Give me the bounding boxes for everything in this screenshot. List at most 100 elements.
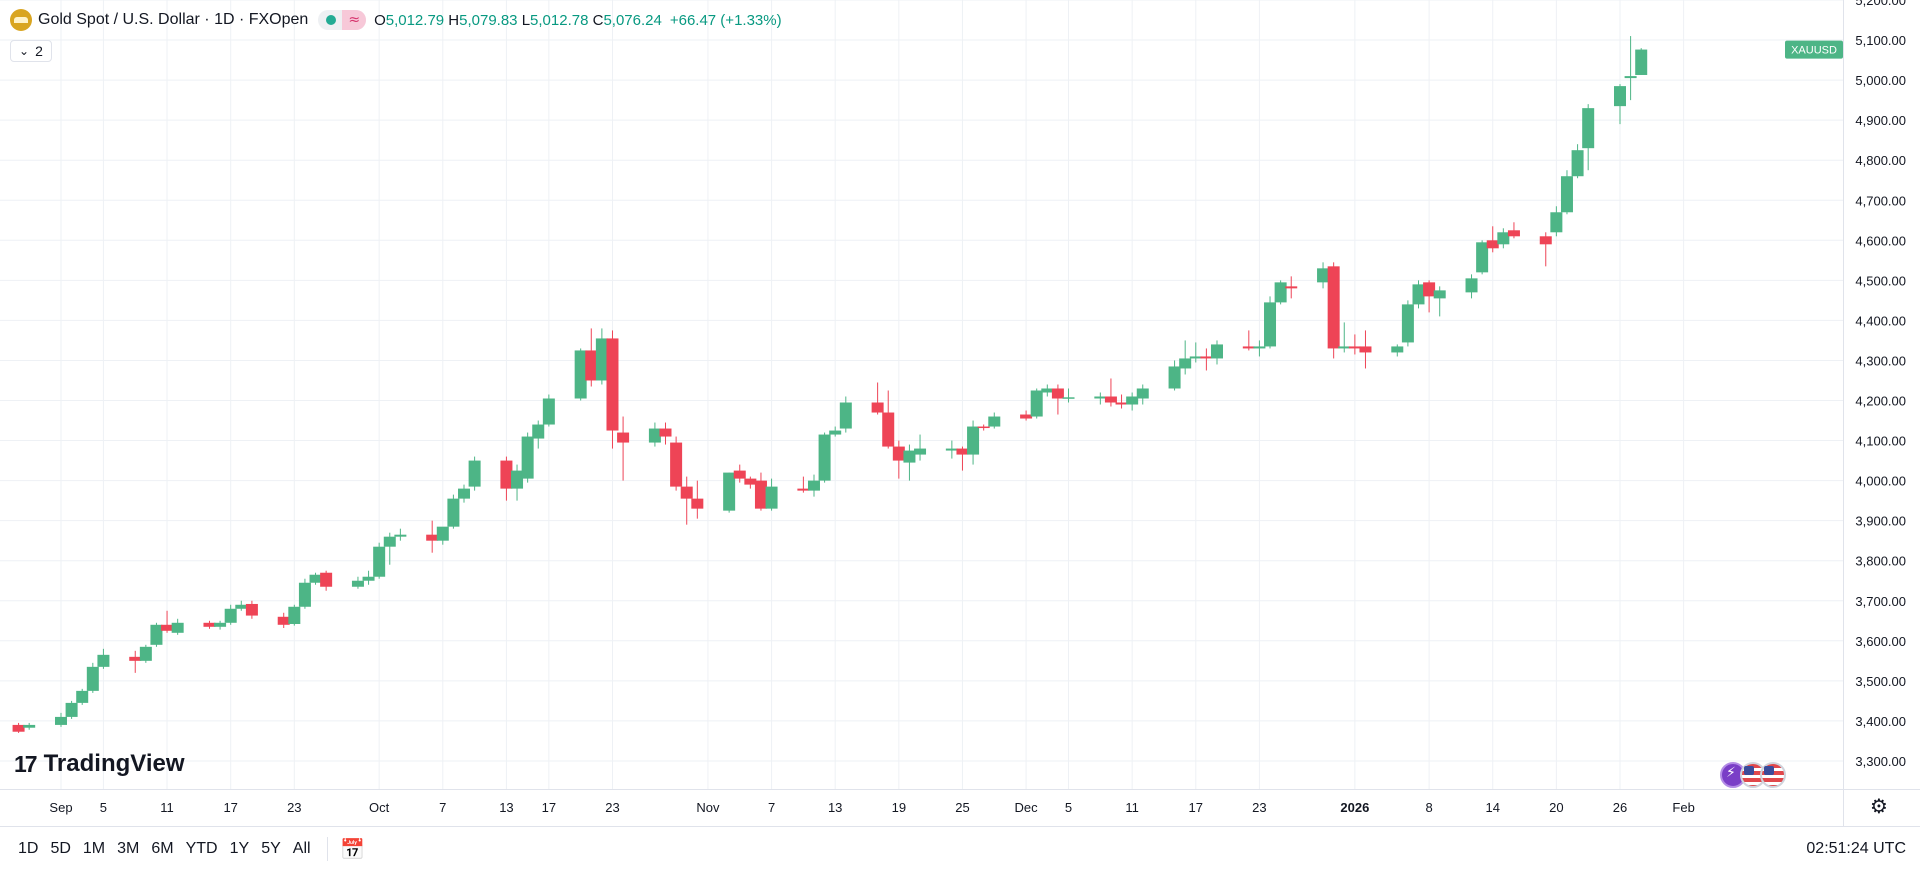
price-chart[interactable]: 3,300.00 3,400.00 3,500.00 3,600.00 3,700.00… (0, 0, 1920, 826)
close-value: 5,076.24 (603, 11, 662, 29)
candle-body (1253, 346, 1266, 349)
wave-icon: ≈ (342, 10, 367, 30)
candle-up (55, 712, 67, 727)
candle-body (1359, 346, 1372, 353)
candle-body (617, 432, 630, 443)
tradingview-watermark[interactable]: 17 TradingView (14, 750, 185, 778)
candle-up (1189, 342, 1202, 363)
candle-up (1433, 286, 1446, 317)
range-button-6m[interactable]: 6M (151, 839, 174, 857)
indicators-toggle-button[interactable]: ⌄ 2 (10, 40, 52, 62)
candle-body (436, 526, 449, 541)
candle-up (1338, 322, 1351, 353)
time-tick-label: 26 (1613, 800, 1627, 815)
indicator-count: 2 (35, 43, 43, 59)
candle-body (818, 434, 831, 481)
range-button-ytd[interactable]: YTD (185, 839, 218, 857)
open-label: O (374, 11, 386, 29)
time-axis[interactable]: Sep 5 11 17 23 Oct 7 13 17 23 Nov 7 13 19 25 Dec 5 11 17 23… (0, 789, 1920, 816)
candle-body (1635, 49, 1648, 75)
range-button-1m[interactable]: 1M (82, 839, 106, 857)
candle-body (12, 724, 25, 732)
candle-body (691, 498, 704, 509)
candle-down (245, 600, 258, 619)
candle-up (1412, 280, 1425, 309)
candle-body (76, 690, 89, 703)
candle-up (1274, 280, 1287, 305)
time-tick-label: 2026 (1340, 800, 1369, 815)
candle-up (1614, 84, 1626, 125)
time-tick-label: 11 (160, 800, 174, 815)
candle-up (298, 578, 311, 609)
candle-up (447, 494, 460, 529)
utc-clock[interactable]: 02:51:24 UTC (1806, 839, 1906, 857)
candle-body (129, 656, 142, 661)
time-tick-label: 20 (1549, 800, 1563, 815)
price-tick-label: 3,400.00 (1855, 714, 1906, 729)
time-tick-label: 17 (223, 800, 237, 815)
price-axis[interactable]: 3,300.00 3,400.00 3,500.00 3,600.00 3,700.00… (1843, 0, 1907, 826)
candle-up (648, 422, 661, 447)
candle-body (351, 580, 364, 587)
candle-up (288, 604, 301, 626)
time-tick-label: 23 (287, 800, 301, 815)
range-button-all[interactable]: All (292, 839, 311, 857)
candle-body (245, 603, 258, 616)
settings-icon[interactable]: ⚙ (1870, 794, 1888, 818)
candle-up (373, 542, 386, 579)
candle-body (394, 534, 407, 537)
candle-up (1317, 262, 1330, 289)
price-tick-label: 4,700.00 (1855, 193, 1906, 208)
symbol-legend: Gold Spot / U.S. Dollar · 1D · FXOpen ≈ … (10, 8, 782, 32)
candle-body (744, 478, 757, 485)
candle-body (977, 426, 990, 429)
low-label: L (521, 11, 531, 29)
candle-body (468, 460, 481, 487)
range-button-1y[interactable]: 1Y (229, 839, 250, 857)
symbol-tag-bg (1785, 40, 1843, 59)
candle-up (1136, 384, 1149, 405)
candle-body (1242, 346, 1255, 349)
candle-down (1242, 330, 1255, 351)
range-button-5y[interactable]: 5Y (261, 839, 281, 857)
calendar-range-icon[interactable]: 📅 (340, 836, 365, 861)
candle-up (1571, 144, 1584, 179)
candles (12, 36, 1648, 733)
candle-body (277, 616, 290, 625)
candle-up (521, 432, 534, 483)
time-tick-label: 23 (1252, 800, 1266, 815)
market-status-pill[interactable]: ≈ (318, 10, 367, 30)
candle-body (458, 488, 471, 499)
candle-up (988, 412, 1001, 429)
candle-down (585, 328, 598, 387)
range-button-5d[interactable]: 5D (50, 839, 71, 857)
time-tick-label: 8 (1425, 800, 1432, 815)
candle-body (65, 702, 78, 717)
candle-up (532, 420, 545, 449)
candle-up (394, 528, 407, 541)
candle-body (956, 448, 969, 455)
candle-body (235, 604, 248, 609)
us-flag-icon[interactable] (1760, 762, 1786, 788)
range-button-3m[interactable]: 3M (117, 839, 140, 857)
candle-up (818, 432, 831, 483)
candle-down (744, 476, 757, 489)
candle-body (1210, 344, 1223, 359)
event-flags[interactable] (1720, 762, 1786, 788)
candle-body (648, 428, 661, 443)
candle-body (320, 572, 333, 587)
price-tick-label: 4,900.00 (1855, 113, 1906, 128)
candle-body (1264, 302, 1277, 347)
time-tick-label: Sep (49, 800, 72, 815)
candle-down (1539, 232, 1552, 267)
candle-body (532, 424, 545, 439)
candle-body (1168, 366, 1181, 389)
candle-body (1497, 232, 1510, 245)
price-tick-label: 3,300.00 (1855, 754, 1906, 769)
symbol-title[interactable]: Gold Spot / U.S. Dollar · 1D · FXOpen (38, 11, 309, 28)
candle-down (500, 456, 513, 501)
gold-coin-icon (10, 9, 32, 31)
candle-up (1168, 360, 1181, 391)
candle-body (988, 416, 1001, 427)
range-button-1d[interactable]: 1D (18, 839, 39, 857)
